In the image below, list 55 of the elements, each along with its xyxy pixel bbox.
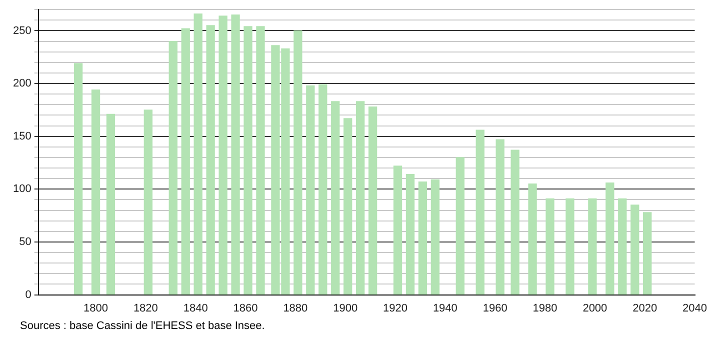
bar bbox=[606, 182, 614, 295]
bar bbox=[356, 101, 365, 295]
y-tick-label: 250 bbox=[12, 24, 32, 37]
bar bbox=[231, 14, 240, 295]
bar bbox=[630, 204, 640, 295]
bar bbox=[528, 184, 537, 295]
x-tick-label: 1900 bbox=[333, 302, 358, 314]
bar bbox=[206, 25, 215, 295]
y-tick-label: 200 bbox=[12, 78, 32, 90]
bar bbox=[588, 198, 597, 295]
y-tick-label: 100 bbox=[12, 183, 32, 196]
bar bbox=[194, 13, 202, 295]
bar bbox=[618, 198, 627, 295]
source-note: Sources : base Cassini de l'EHESS et base Insee. bbox=[20, 320, 265, 332]
bar bbox=[566, 198, 574, 295]
y-tick-label: 50 bbox=[19, 236, 32, 248]
x-tick-label: 1800 bbox=[84, 302, 108, 314]
bar bbox=[331, 101, 340, 295]
bar bbox=[510, 150, 520, 295]
y-tick-label: 0 bbox=[25, 288, 32, 301]
x-tick-label: 1880 bbox=[283, 302, 308, 314]
x-tick-label: 1960 bbox=[482, 302, 508, 314]
bar bbox=[144, 110, 152, 295]
bar bbox=[74, 63, 83, 295]
x-tick-label: 1840 bbox=[183, 302, 208, 314]
y-tick-label: 150 bbox=[12, 130, 32, 142]
bar bbox=[344, 118, 352, 295]
x-tick-label: 1940 bbox=[432, 302, 458, 314]
bar bbox=[294, 30, 302, 295]
x-tick-label: 1980 bbox=[532, 302, 558, 314]
bar bbox=[456, 157, 464, 295]
x-tick-label: 2000 bbox=[582, 302, 608, 314]
bar bbox=[496, 139, 504, 295]
x-tick-label: 1820 bbox=[133, 302, 158, 314]
bar bbox=[418, 181, 428, 295]
bar bbox=[168, 40, 178, 295]
x-tick-label: 2040 bbox=[682, 302, 708, 314]
bar bbox=[106, 114, 116, 295]
bar bbox=[393, 166, 402, 295]
bar bbox=[406, 174, 415, 295]
bar bbox=[256, 26, 265, 295]
bar bbox=[318, 84, 328, 295]
bar bbox=[643, 212, 652, 295]
bar bbox=[218, 16, 228, 295]
bar bbox=[430, 179, 440, 295]
x-tick-label: 2020 bbox=[632, 302, 658, 314]
bar bbox=[244, 26, 252, 295]
bar bbox=[181, 28, 190, 295]
x-tick-label: 1920 bbox=[383, 302, 408, 314]
bar bbox=[368, 106, 378, 295]
bar bbox=[91, 90, 100, 295]
x-tick-label: 1860 bbox=[233, 302, 258, 314]
bar bbox=[306, 85, 315, 295]
bar bbox=[546, 198, 554, 295]
bar bbox=[476, 130, 484, 295]
